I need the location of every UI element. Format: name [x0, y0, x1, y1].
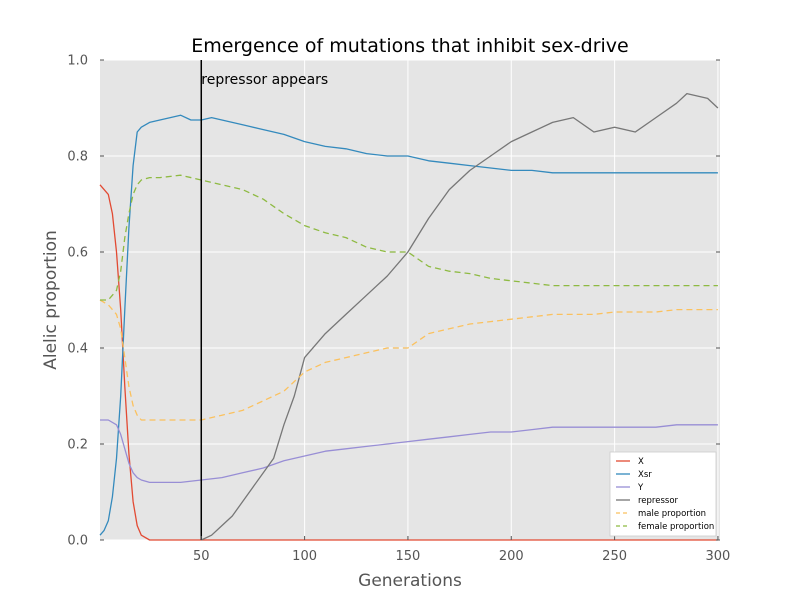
series-line-y [100, 419, 718, 484]
legend-label: Y [637, 483, 644, 493]
legend-label: repressor [638, 496, 679, 506]
y-tick-label: 1.0 [67, 54, 88, 69]
series-line-repressor [201, 92, 719, 541]
legend-label: female proportion [638, 522, 714, 532]
y-tick-label: 0.6 [67, 246, 88, 261]
series-line-male-proportion [99, 299, 718, 421]
legend-label: Xsr [638, 470, 652, 480]
chart-title: Emergence of mutations that inhibit sex-… [191, 35, 629, 57]
y-tick-label: 0.4 [67, 342, 88, 357]
series-layer [99, 92, 719, 541]
y-axis-label: Alelic proportion [41, 230, 61, 370]
y-tick-label: 0.2 [67, 438, 88, 453]
legend-box [609, 451, 717, 537]
y-tick-label: 0.8 [67, 150, 88, 165]
x-tick-label: 50 [193, 549, 210, 564]
series-line-xsr [99, 114, 718, 536]
axis-ticks [100, 59, 720, 541]
x-tick-label: 100 [292, 549, 317, 564]
x-tick-label: 150 [396, 549, 421, 564]
y-tick-label: 0.0 [67, 534, 88, 549]
x-tick-label: 300 [706, 549, 731, 564]
x-tick-label: 200 [499, 549, 524, 564]
x-axis-label: Generations [358, 571, 462, 591]
legend-label: male proportion [638, 509, 706, 519]
annotation-label: repressor appears [201, 72, 328, 88]
tick-labels: 50 100 150 200 250 300 0.0 0.2 0.4 0.6 0.8 1.0 [67, 54, 730, 565]
series-line-x [99, 184, 718, 541]
series-line-female-proportion [100, 174, 718, 301]
x-tick-label: 250 [602, 549, 627, 564]
legend-label: X [638, 457, 644, 467]
